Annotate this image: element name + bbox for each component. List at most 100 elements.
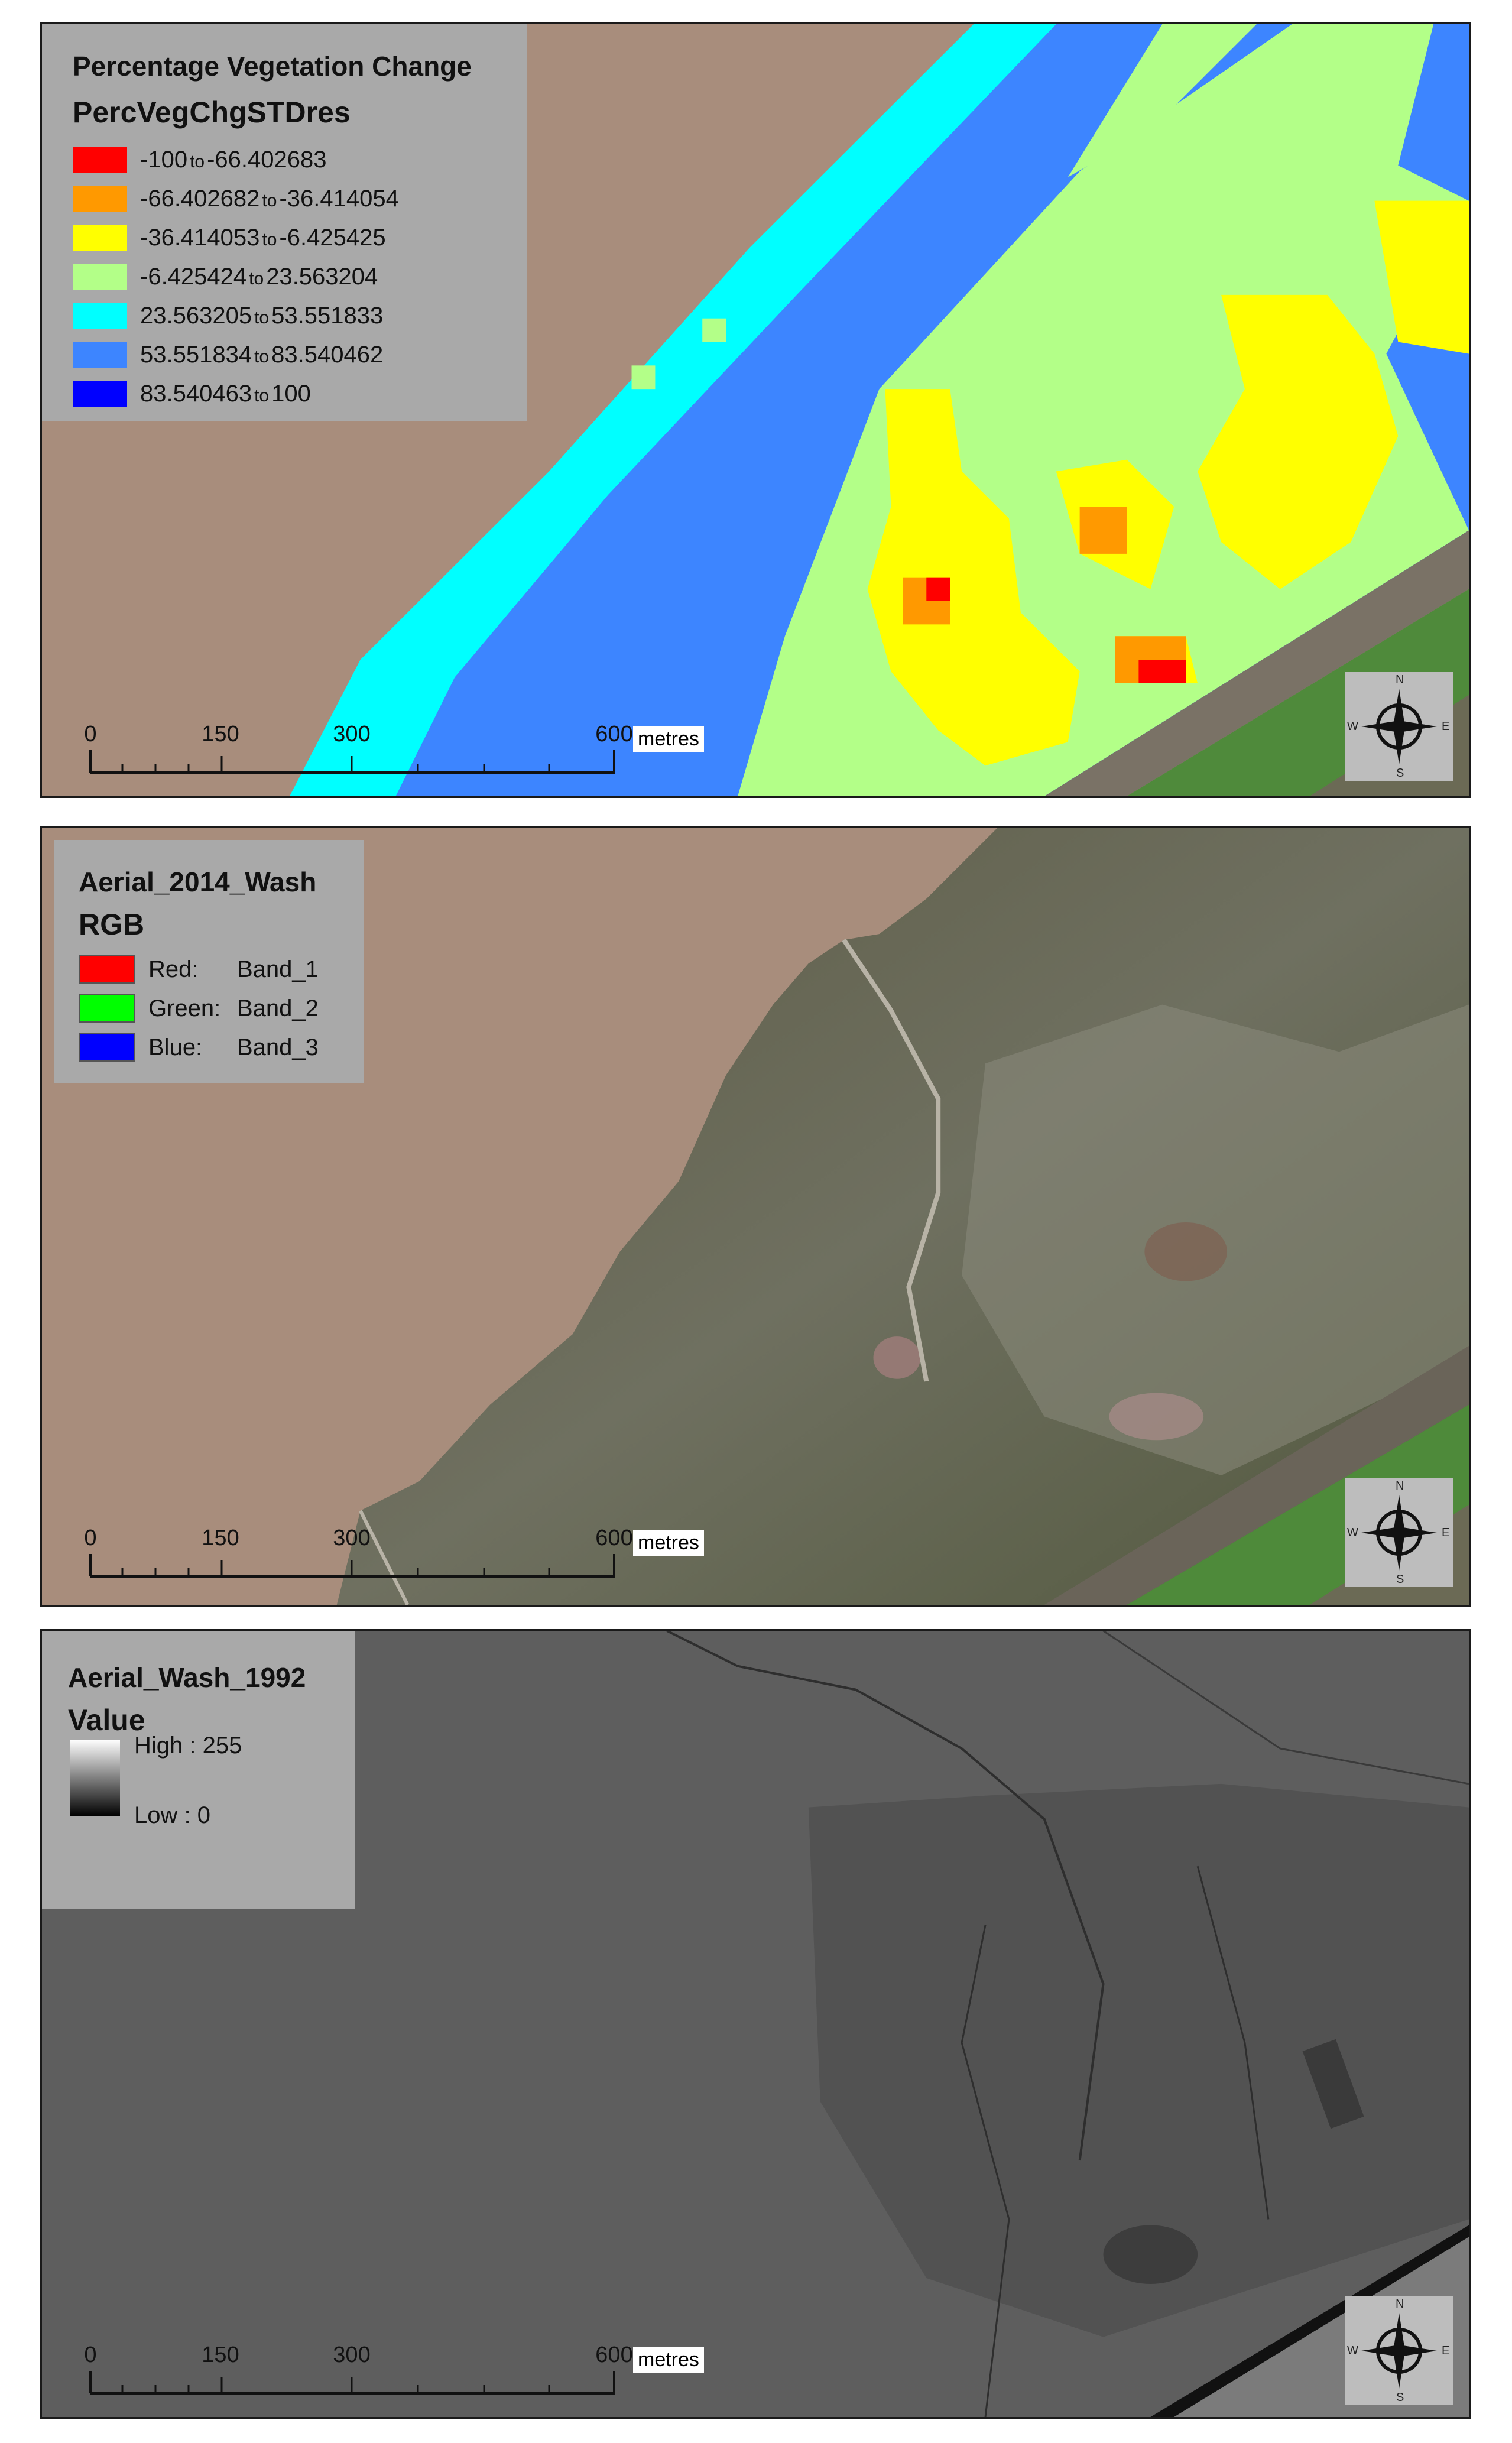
scale-bar: 0 150 300 600 metres <box>84 1526 728 1591</box>
legend-swatch <box>73 303 127 329</box>
scale-unit-label: metres <box>633 726 704 752</box>
class-from: 83.540463 <box>140 380 252 407</box>
map-panel-aerial-1992: Aerial_Wash_1992 Value High : 255 Low : … <box>40 1629 1471 2419</box>
legend-swatch <box>73 264 127 290</box>
scale-tick-label-0: 0 <box>84 2343 97 2367</box>
class-to: -66.402683 <box>207 146 327 173</box>
legend-title: Aerial_Wash_1992 <box>68 1662 306 1693</box>
legend-swatch <box>79 994 135 1023</box>
legend-aerial-2014: Aerial_2014_Wash RGB Red: Band_1 Green: Ban… <box>54 840 364 1083</box>
legend-class-row: 53.551834 to 83.540462 <box>73 335 527 374</box>
class-to: 100 <box>271 380 311 407</box>
legend-class-list: -100 to -66.402683 -66.402682 to -36.414054 -3… <box>73 140 527 413</box>
legend-class-row: 83.540463 to 100 <box>73 374 527 413</box>
compass-n: N <box>1396 2298 1404 2311</box>
north-arrow: N S E W <box>1345 1478 1453 1587</box>
north-arrow: N S E W <box>1345 672 1453 781</box>
legend-swatch <box>79 1033 135 1062</box>
scale-tick-label-0: 0 <box>84 722 97 747</box>
compass-rose-icon <box>1361 689 1437 764</box>
compass-e: E <box>1442 2344 1450 2357</box>
map-panel-vegetation-change: Percentage Vegetation Change PercVegChgS… <box>40 22 1471 798</box>
legend-swatch <box>73 225 127 251</box>
class-to-word: to <box>262 190 277 210</box>
band-name-label: Band_3 <box>237 1034 319 1060</box>
compass-s: S <box>1396 2391 1404 2404</box>
scale-tick-label-600: 600 <box>595 722 633 747</box>
legend-class-row: 23.563205 to 53.551833 <box>73 296 527 335</box>
scale-bar: 0 150 300 600 metres <box>84 2343 728 2408</box>
legend-subtitle: Value <box>68 1704 145 1737</box>
legend-class-label: 23.563205 to 53.551833 <box>140 303 383 329</box>
legend-swatch <box>73 147 127 173</box>
scale-bar-ruler <box>89 750 615 774</box>
scale-tick-label-150: 150 <box>202 1526 239 1550</box>
legend-band-row: Red: Band_1 <box>79 950 364 989</box>
legend-band-row: Green: Band_2 <box>79 989 364 1028</box>
scale-tick-label-300: 300 <box>333 722 371 747</box>
band-channel-label: Red: <box>148 956 199 982</box>
scale-unit-label: metres <box>633 2347 704 2373</box>
band-name-label: Band_2 <box>237 995 319 1021</box>
band-channel-label: Green: <box>148 995 221 1021</box>
class-from: -6.425424 <box>140 263 247 290</box>
class-from: -66.402682 <box>140 185 260 212</box>
legend-title: Percentage Vegetation Change <box>73 51 472 82</box>
legend-high-label: High : 255 <box>134 1733 242 1759</box>
scale-tick-label-150: 150 <box>202 722 239 747</box>
band-name-label: Band_1 <box>237 956 319 982</box>
legend-aerial-1992: Aerial_Wash_1992 Value High : 255 Low : … <box>42 1631 355 1909</box>
legend-vegetation-change: Percentage Vegetation Change PercVegChgS… <box>42 24 527 421</box>
class-to: 53.551833 <box>271 302 384 329</box>
class-to: -36.414054 <box>279 185 399 212</box>
scale-tick-label-0: 0 <box>84 1526 97 1550</box>
band-channel-label: Blue: <box>148 1034 203 1060</box>
legend-low-label: Low : 0 <box>134 1802 210 1828</box>
map-panel-aerial-2014: Aerial_2014_Wash RGB Red: Band_1 Green: Ban… <box>40 826 1471 1607</box>
compass-rose-icon <box>1361 1495 1437 1571</box>
legend-band-row: Blue: Band_3 <box>79 1028 364 1067</box>
compass-w: W <box>1347 720 1358 733</box>
legend-class-row: -66.402682 to -36.414054 <box>73 179 527 218</box>
compass-s: S <box>1396 767 1404 780</box>
class-to-word: to <box>262 229 277 249</box>
legend-class-label: 53.551834 to 83.540462 <box>140 342 383 368</box>
legend-class-label: -36.414053 to -6.425425 <box>140 225 386 251</box>
class-to-word: to <box>254 346 270 366</box>
legend-swatch <box>79 955 135 984</box>
class-to: 23.563204 <box>266 263 378 290</box>
compass-w: W <box>1347 2344 1358 2357</box>
north-arrow: N S E W <box>1345 2296 1453 2405</box>
legend-subtitle: RGB <box>79 908 145 941</box>
class-from: 53.551834 <box>140 341 252 368</box>
legend-class-row: -36.414053 to -6.425425 <box>73 218 527 257</box>
compass-n: N <box>1396 673 1404 686</box>
compass-n: N <box>1396 1480 1404 1493</box>
legend-class-label: -66.402682 to -36.414054 <box>140 186 399 212</box>
legend-stretch: High : 255 Low : 0 <box>68 1733 355 1837</box>
scale-tick-label-300: 300 <box>333 2343 371 2367</box>
legend-class-row: -100 to -66.402683 <box>73 140 527 179</box>
compass-e: E <box>1442 720 1450 733</box>
compass-s: S <box>1396 1573 1404 1586</box>
class-to-word: to <box>249 268 264 288</box>
scale-bar-ruler <box>89 2371 615 2395</box>
scale-bar: 0 150 300 600 metres <box>84 722 728 787</box>
compass-w: W <box>1347 1526 1358 1539</box>
legend-class-label: -6.425424 to 23.563204 <box>140 264 378 290</box>
scale-tick-label-600: 600 <box>595 1526 633 1550</box>
class-from: 23.563205 <box>140 302 252 329</box>
scale-unit-label: metres <box>633 1530 704 1556</box>
class-to-word: to <box>254 307 270 327</box>
compass-rose-icon <box>1361 2313 1437 2389</box>
class-to: -6.425425 <box>279 224 386 251</box>
legend-swatch <box>73 186 127 212</box>
scale-tick-label-600: 600 <box>595 2343 633 2367</box>
scale-tick-label-150: 150 <box>202 2343 239 2367</box>
legend-class-label: 83.540463 to 100 <box>140 381 311 407</box>
legend-band-list: Red: Band_1 Green: Band_2 Blue: Band_3 <box>79 950 364 1067</box>
legend-title: Aerial_2014_Wash <box>79 867 317 897</box>
class-to-word: to <box>190 151 205 171</box>
legend-class-row: -6.425424 to 23.563204 <box>73 257 527 296</box>
compass-e: E <box>1442 1526 1450 1539</box>
